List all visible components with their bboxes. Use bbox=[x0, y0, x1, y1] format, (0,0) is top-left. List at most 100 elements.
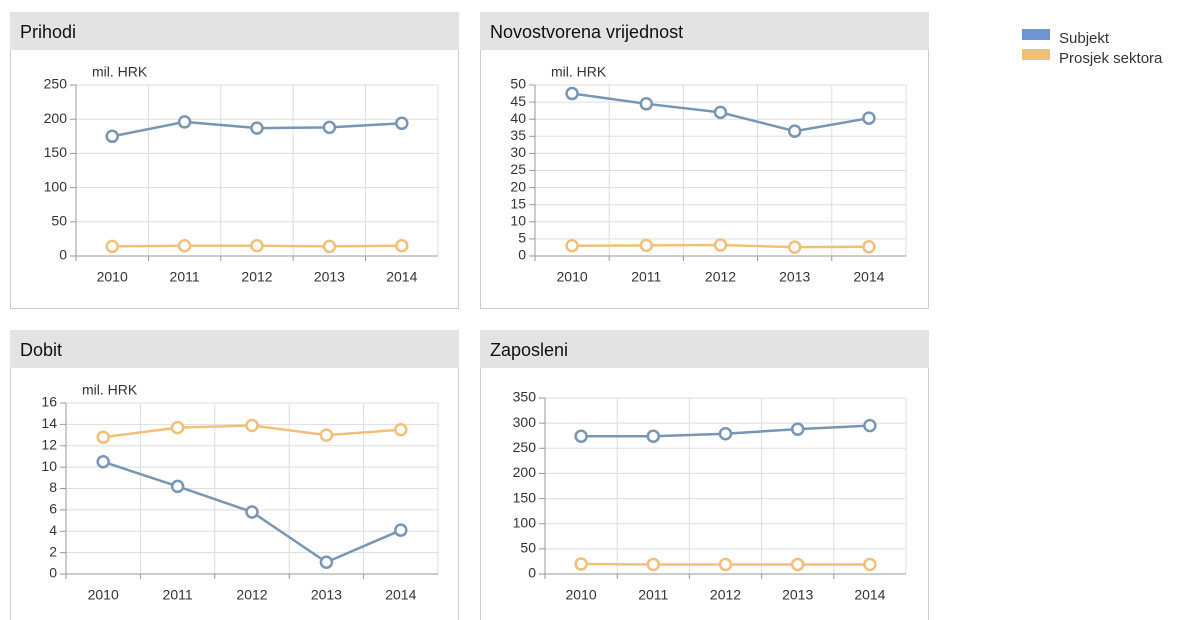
y-tick-label: 25 bbox=[510, 161, 526, 177]
point bbox=[639, 238, 654, 253]
y-tick-label: 0 bbox=[528, 565, 536, 581]
x-tick-label: 2012 bbox=[710, 587, 741, 603]
y-tick-label: 50 bbox=[520, 540, 536, 556]
y-tick-label: 100 bbox=[513, 514, 537, 530]
panel-title: Zaposleni bbox=[490, 340, 568, 360]
y-tick-label: 250 bbox=[44, 76, 68, 92]
point bbox=[250, 121, 264, 135]
x-tick-label: 2014 bbox=[853, 269, 884, 285]
y-tick-label: 8 bbox=[49, 479, 57, 495]
point bbox=[245, 418, 259, 433]
y-axis-unit: mil. HRK bbox=[82, 382, 138, 398]
point bbox=[319, 428, 334, 442]
x-tick-label: 2014 bbox=[386, 269, 417, 285]
x-tick-label: 2013 bbox=[779, 269, 810, 285]
point bbox=[787, 240, 802, 254]
x-tick-label: 2010 bbox=[97, 269, 128, 285]
point bbox=[639, 97, 654, 111]
point bbox=[863, 557, 877, 572]
point bbox=[177, 238, 192, 253]
y-tick-label: 45 bbox=[510, 93, 526, 109]
y-tick-label: 250 bbox=[513, 439, 537, 455]
point bbox=[177, 115, 192, 129]
y-tick-label: 300 bbox=[513, 414, 537, 430]
x-tick-label: 2012 bbox=[705, 269, 736, 285]
point bbox=[862, 111, 876, 125]
x-tick-label: 2011 bbox=[170, 269, 200, 285]
y-tick-label: 50 bbox=[510, 76, 526, 92]
point bbox=[105, 129, 119, 144]
point bbox=[646, 557, 661, 572]
y-tick-label: 10 bbox=[510, 213, 526, 229]
point bbox=[790, 422, 805, 436]
y-tick-label: 200 bbox=[513, 464, 537, 480]
point bbox=[395, 238, 409, 253]
x-tick-label: 2010 bbox=[566, 587, 597, 603]
point bbox=[322, 239, 337, 254]
point bbox=[394, 523, 408, 537]
panel-header bbox=[10, 330, 459, 368]
x-tick-label: 2012 bbox=[241, 269, 272, 285]
y-tick-label: 40 bbox=[510, 110, 526, 126]
y-tick-label: 50 bbox=[51, 213, 67, 229]
y-tick-label: 14 bbox=[41, 415, 57, 431]
panel-title: Novostvorena vrijednost bbox=[490, 22, 683, 42]
y-axis-unit: mil. HRK bbox=[551, 64, 607, 80]
panel bbox=[10, 12, 459, 309]
point bbox=[319, 555, 334, 569]
point bbox=[718, 557, 733, 572]
x-tick-label: 2013 bbox=[782, 587, 813, 603]
panel-header bbox=[480, 12, 929, 50]
point bbox=[713, 105, 728, 120]
point bbox=[245, 505, 259, 519]
y-tick-label: 15 bbox=[510, 195, 526, 211]
panel bbox=[480, 12, 929, 309]
point bbox=[574, 429, 588, 443]
y-tick-label: 16 bbox=[41, 394, 57, 410]
y-tick-label: 12 bbox=[41, 436, 57, 452]
panel-header bbox=[480, 330, 929, 368]
y-tick-label: 2 bbox=[49, 543, 57, 559]
x-tick-label: 2010 bbox=[557, 269, 588, 285]
y-tick-label: 6 bbox=[49, 501, 57, 517]
panel bbox=[10, 330, 459, 620]
point bbox=[394, 422, 408, 437]
point bbox=[574, 557, 588, 571]
y-tick-label: 0 bbox=[59, 247, 67, 263]
x-tick-label: 2011 bbox=[163, 587, 193, 603]
y-tick-label: 4 bbox=[49, 522, 57, 538]
x-tick-label: 2011 bbox=[638, 587, 668, 603]
point bbox=[170, 479, 185, 494]
point bbox=[170, 420, 185, 435]
point bbox=[395, 116, 409, 131]
point bbox=[250, 238, 264, 253]
x-tick-label: 2010 bbox=[88, 587, 119, 603]
point bbox=[646, 429, 661, 443]
y-tick-label: 0 bbox=[518, 247, 526, 263]
panel bbox=[480, 330, 929, 620]
y-axis-unit: mil. HRK bbox=[92, 64, 148, 80]
y-tick-label: 35 bbox=[510, 127, 526, 143]
y-tick-label: 0 bbox=[49, 565, 57, 581]
y-tick-label: 30 bbox=[510, 144, 526, 160]
point bbox=[863, 418, 877, 433]
y-tick-label: 350 bbox=[513, 389, 537, 405]
legend-swatch bbox=[1022, 49, 1050, 60]
point bbox=[713, 238, 728, 252]
point bbox=[790, 557, 805, 572]
y-tick-label: 150 bbox=[44, 144, 68, 160]
point bbox=[105, 239, 119, 254]
x-tick-label: 2013 bbox=[314, 269, 345, 285]
x-tick-label: 2011 bbox=[631, 269, 661, 285]
y-tick-label: 20 bbox=[510, 178, 526, 194]
panel-header bbox=[10, 12, 459, 50]
x-tick-label: 2012 bbox=[236, 587, 267, 603]
legend-swatch bbox=[1022, 29, 1050, 40]
point bbox=[96, 430, 110, 444]
point bbox=[862, 240, 876, 254]
point bbox=[787, 124, 802, 138]
x-tick-label: 2014 bbox=[385, 587, 416, 603]
legend-label: Prosjek sektora bbox=[1059, 50, 1163, 67]
y-tick-label: 10 bbox=[41, 458, 57, 474]
